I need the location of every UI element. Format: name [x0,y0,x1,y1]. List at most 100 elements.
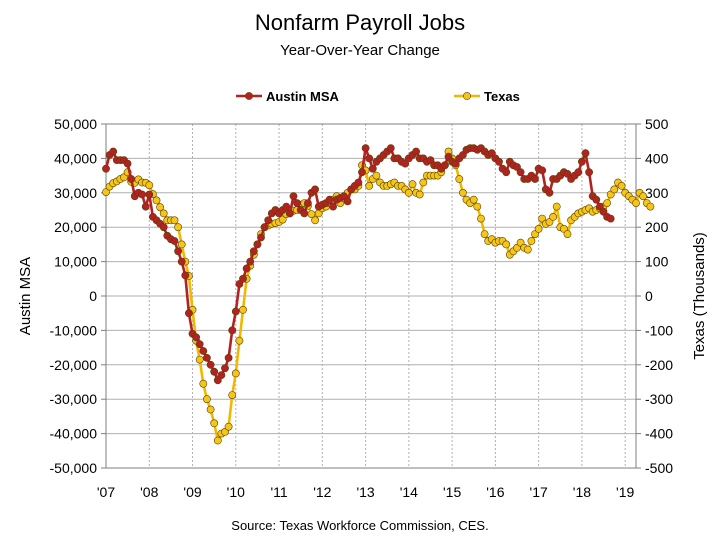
data-point [199,347,208,355]
data-point [202,395,211,404]
data-point [239,274,247,283]
y2-tick-label: -100 [645,322,673,338]
legend-label: Texas [484,89,520,104]
data-point [311,185,319,194]
data-point [502,168,511,177]
data-point [365,181,374,190]
y-tick-label: 20,000 [54,219,97,235]
y2-tick-label: -200 [645,357,673,373]
y-axis-title-right: Texas (Thousands) [691,232,708,360]
data-point [477,214,485,223]
legend-marker [463,92,471,100]
y-axis-left: 50,000 40,000 30,000 20,000 10,000 0 -10,000 -2… [50,116,106,476]
data-point [213,436,222,445]
y2-tick-label: 100 [645,254,669,270]
y-tick-label: -40,000 [50,426,98,442]
data-point [610,185,619,194]
data-point [603,199,611,207]
x-tick-label: '10 [227,484,245,500]
data-point [545,188,554,197]
data-point [329,202,337,211]
data-point [253,240,262,249]
data-point [632,199,640,207]
data-point [138,190,146,199]
data-point [206,405,215,414]
y-tick-label: -30,000 [50,391,98,407]
data-point [177,240,186,249]
data-point [235,336,244,345]
data-point [181,271,190,280]
data-point [192,333,200,342]
data-point [549,212,557,221]
data-point [574,168,583,177]
x-tick-label: '12 [313,484,331,500]
data-point [159,209,168,218]
data-point [210,419,219,428]
data-point [228,326,237,335]
x-tick-label: '18 [573,484,591,500]
data-point [585,168,593,177]
data-point [170,216,179,225]
data-point [419,178,428,187]
data-point [495,157,503,166]
series-layer [102,144,655,445]
y2-tick-label: -300 [645,391,673,407]
data-point [592,195,601,204]
data-point [534,224,543,233]
x-tick-label: '17 [530,484,548,500]
data-point [368,164,377,173]
data-point [303,199,312,207]
legend-marker [245,92,253,100]
data-point [473,202,482,211]
data-point [239,305,247,314]
data-point [156,203,164,212]
data-point [343,197,352,206]
x-tick-label: '11 [270,484,287,500]
data-point [195,340,204,349]
data-point [563,230,572,238]
x-tick-label: '14 [400,484,418,500]
data-point [246,257,255,266]
data-point [174,223,182,232]
data-point [257,233,265,242]
legend-label: Austin MSA [266,89,340,104]
legend-item: Austin MSA [236,89,340,104]
data-point [224,422,233,431]
data-point [282,202,291,211]
data-point [617,181,626,190]
y-tick-label: 30,000 [54,185,97,201]
y-tick-label: -50,000 [50,460,98,476]
y2-tick-label: 300 [645,185,669,201]
data-point [177,257,186,266]
data-point [325,195,334,204]
x-tick-label: '19 [616,484,634,500]
y-tick-label: 50,000 [54,116,97,132]
data-point [210,367,219,376]
data-point [174,247,182,256]
data-point [455,175,464,183]
data-point [415,190,424,199]
data-point [109,147,118,156]
data-point [372,171,381,180]
y-tick-label: 40,000 [54,150,97,166]
data-point [404,188,413,197]
data-point [516,168,525,177]
y-tick-label: -10,000 [50,322,98,338]
x-tick-label: '07 [97,484,115,500]
data-point [170,237,179,245]
data-point [260,223,269,232]
data-point [278,215,287,224]
data-point [440,161,449,170]
legend-item: Texas [454,89,520,104]
data-point [502,240,511,249]
data-point [412,147,420,156]
source-note: Source: Texas Workforce Commission, CES. [231,518,488,533]
data-point [293,199,301,207]
data-point [646,202,655,211]
data-point [195,355,204,364]
data-point [458,188,467,197]
data-point [228,391,237,399]
data-point [365,154,374,163]
data-point [361,144,370,152]
